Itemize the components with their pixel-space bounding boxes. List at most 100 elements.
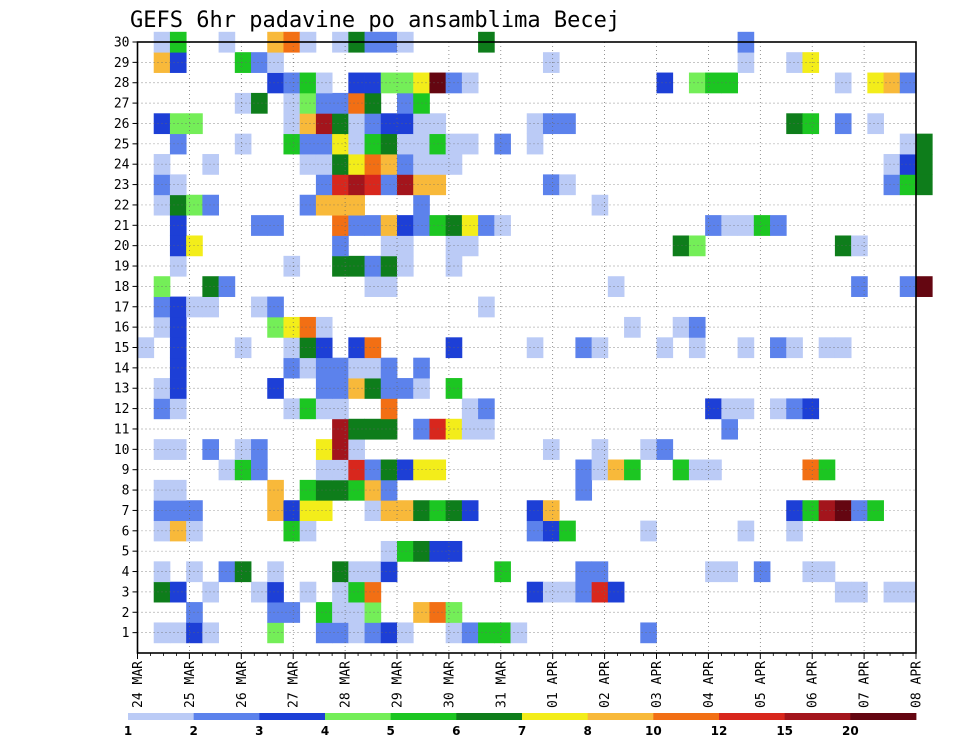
heatmap-cell (494, 622, 511, 644)
heatmap-cell (299, 194, 317, 216)
y-tick-label: 16 (114, 321, 130, 336)
heatmap-cell (591, 561, 609, 583)
heatmap-cell (348, 174, 365, 196)
heatmap-cell (364, 255, 382, 277)
heatmap-cell (526, 581, 544, 603)
heatmap-cell (656, 337, 674, 359)
heatmap-cell (332, 439, 349, 460)
heatmap-cell (348, 418, 365, 440)
heatmap-cell (348, 561, 365, 583)
heatmap-cell (542, 520, 560, 542)
heatmap-cell (332, 479, 349, 501)
colorbar-label: 15 (776, 724, 793, 738)
heatmap-cell (899, 581, 917, 603)
heatmap-cell (315, 459, 333, 481)
heatmap-cell (251, 215, 268, 236)
heatmap-cell (283, 500, 301, 522)
heatmap-cell (380, 622, 398, 644)
colorbar-label: 3 (255, 724, 263, 738)
heatmap-cell (267, 622, 284, 644)
x-tick-label: 25 MAR (183, 661, 198, 708)
heatmap-cell (607, 459, 625, 481)
heatmap-cell (267, 581, 284, 603)
colorbar: 1 2 3 4 5 6 7 8 10 12 15 20 (124, 713, 917, 738)
heatmap-cell (332, 174, 349, 196)
heatmap-cell (332, 622, 349, 644)
heatmap-cell (315, 133, 333, 155)
heatmap-cell (786, 337, 803, 359)
heatmap-cell (364, 378, 382, 399)
heatmap-cell (364, 581, 382, 603)
heatmap-cell (267, 215, 284, 236)
heatmap-cell (834, 235, 852, 257)
heatmap-cell (591, 194, 609, 216)
heatmap-cell (380, 418, 398, 440)
heatmap-cell (218, 276, 236, 297)
heatmap-cell (315, 154, 333, 175)
heatmap-cell (380, 174, 398, 196)
y-tick-label: 2 (122, 606, 130, 621)
heatmap-cell (315, 378, 333, 399)
heatmap-cell (559, 174, 576, 196)
heatmap-cell (251, 296, 268, 318)
heatmap-cell (834, 500, 852, 522)
heatmap-cell (834, 581, 852, 603)
heatmap-cell (364, 357, 382, 379)
heatmap-cell (348, 133, 365, 155)
y-tick-label: 11 (114, 422, 130, 437)
heatmap-cell (916, 174, 933, 196)
heatmap-cell (332, 357, 349, 379)
heatmap-cell (640, 520, 657, 542)
heatmap-cell (332, 154, 349, 175)
heatmap-cell (332, 378, 349, 399)
heatmap-cell (267, 316, 284, 338)
heatmap-cell (688, 235, 706, 257)
heatmap-cell (380, 133, 398, 155)
heatmap-cell (559, 520, 576, 542)
y-tick-label: 23 (114, 178, 130, 193)
x-tick-label: 27 MAR (287, 661, 302, 708)
heatmap-cell (559, 581, 576, 603)
heatmap-cell (380, 255, 398, 277)
heatmap-cell (883, 174, 901, 196)
heatmap-cell (883, 72, 901, 94)
heatmap-cell (672, 316, 690, 338)
heatmap-cell (397, 622, 414, 644)
heatmap-cell (348, 215, 365, 236)
heatmap-cell (283, 113, 301, 135)
y-tick-label: 15 (114, 341, 130, 356)
heatmap-cell (851, 581, 868, 603)
heatmap-cell (267, 296, 284, 318)
y-tick-label: 29 (114, 56, 130, 71)
colorbar-swatch (456, 713, 523, 720)
heatmap-cell (202, 439, 219, 460)
heatmap-cell (283, 337, 301, 359)
heatmap-cell (786, 500, 803, 522)
heatmap-cell (332, 113, 349, 135)
heatmap-cell (332, 133, 349, 155)
x-tick-label: 30 MAR (442, 661, 457, 708)
heatmap-cell (364, 500, 382, 522)
heatmap-cell (299, 500, 317, 522)
heatmap-cell (364, 72, 382, 94)
heatmap-cell (315, 500, 333, 522)
heatmap-cell (251, 52, 268, 73)
colorbar-swatch (522, 713, 589, 720)
heatmap-cell (380, 357, 398, 379)
heatmap-cell (267, 602, 284, 623)
heatmap-cell (397, 174, 414, 196)
heatmap-cell (283, 520, 301, 542)
heatmap-cell (867, 113, 884, 135)
y-tick-label: 7 (122, 504, 130, 519)
heatmap-cell (802, 561, 820, 583)
y-tick-label: 25 (114, 137, 130, 152)
colorbar-label: 12 (711, 724, 728, 738)
heatmap-cell (380, 398, 398, 420)
heatmap-cell (380, 276, 398, 297)
heatmap-cell (834, 72, 852, 94)
heatmap-cell (575, 561, 593, 583)
heatmap-cell (899, 276, 917, 297)
heatmap-cell (283, 398, 301, 420)
colorbar-label: 4 (321, 724, 329, 738)
heatmap-cell (348, 602, 365, 623)
